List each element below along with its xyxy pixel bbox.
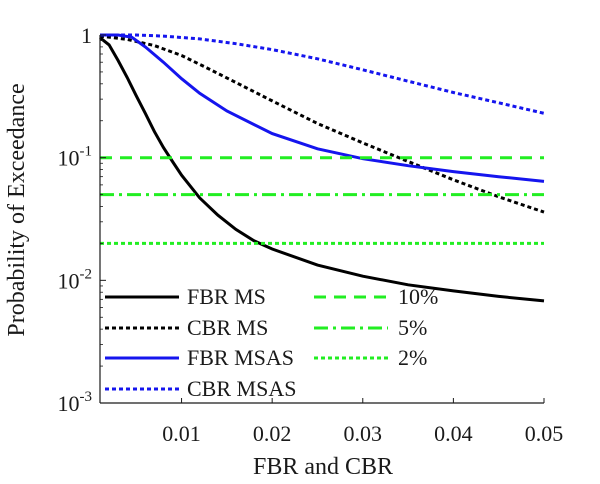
legend-label-5pct: 5% — [398, 315, 427, 340]
plot-area — [99, 33, 545, 303]
y-tick-label: 10-1 — [58, 144, 93, 171]
legend-label-10pct: 10% — [398, 284, 438, 309]
x-tick-label: 0.03 — [344, 421, 383, 446]
series-line-fbr-msas — [100, 33, 545, 183]
axes: 0.01 0.02 0.03 0.04 0.05 1 10-1 10-2 10-3 — [58, 23, 564, 446]
x-tick-label: 0.01 — [162, 421, 201, 446]
series-line-cbr-msas — [100, 33, 545, 115]
y-tick-label: 1 — [81, 23, 92, 48]
y-tick-label: 10-3 — [58, 389, 93, 416]
series-line-fbr-ms — [99, 36, 545, 303]
legend-label-2pct: 2% — [398, 345, 427, 370]
legend-label-cbr-ms: CBR MS — [187, 315, 268, 340]
legend-label-fbr-msas: FBR MSAS — [187, 345, 294, 370]
legend: FBR MS CBR MS FBR MSAS CBR MSAS 10% 5% 2% — [105, 284, 438, 401]
y-axis-label: Probability of Exceedance — [4, 83, 30, 336]
x-tick-label: 0.02 — [253, 421, 292, 446]
x-tick-label: 0.05 — [525, 421, 564, 446]
x-axis-label: FBR and CBR — [253, 454, 393, 480]
y-tick-label: 10-2 — [58, 266, 93, 293]
series-line-cbr-ms — [99, 34, 545, 214]
x-tick-label: 0.04 — [434, 421, 473, 446]
legend-label-cbr-msas: CBR MSAS — [187, 376, 296, 401]
legend-label-fbr-ms: FBR MS — [187, 284, 266, 309]
